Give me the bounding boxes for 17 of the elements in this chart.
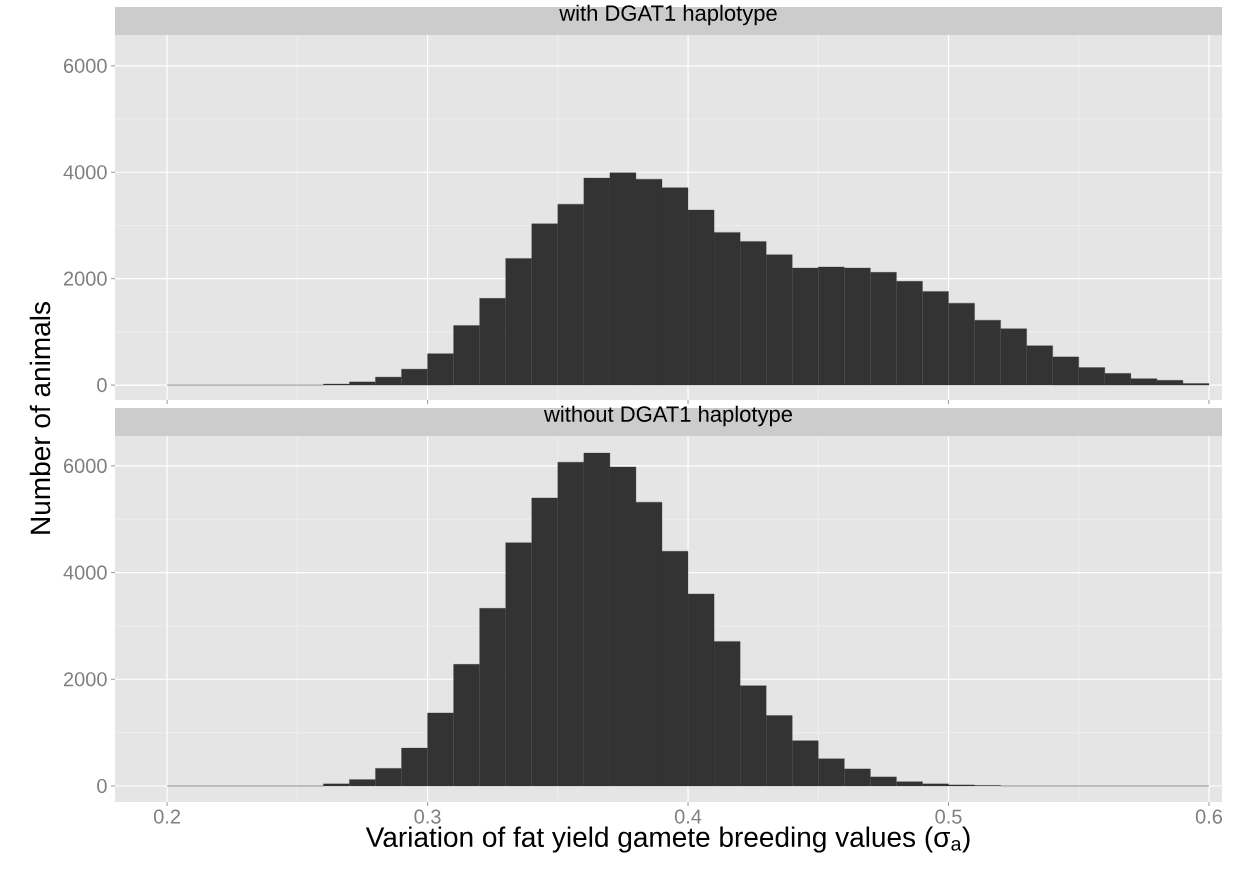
x-axis-title: Variation of fat yield gamete breeding values (σ$_{a}$) bbox=[365, 826, 970, 853]
y-tick-label: 6000 bbox=[64, 458, 107, 473]
x-tick-label: 0.4 bbox=[674, 809, 702, 824]
x-tick-label: 0.5 bbox=[935, 809, 962, 824]
chart-title: with DGAT1 haplotype bbox=[559, 4, 777, 26]
y-axis-title: Number of animals bbox=[29, 302, 51, 534]
y-tick-label: 4000 bbox=[63, 565, 107, 580]
y-tick-label: 2000 bbox=[64, 672, 107, 687]
y-tick-label: 0 bbox=[97, 378, 107, 393]
x-tick-label: 0.3 bbox=[414, 809, 441, 824]
x-tick-label: 0.2 bbox=[153, 809, 181, 824]
y-tick-label: 6000 bbox=[64, 58, 107, 73]
y-tick-label: 0 bbox=[97, 778, 107, 794]
x-tick-label: 0.6 bbox=[1195, 809, 1223, 824]
chart-title: without DGAT1 haplotype bbox=[543, 405, 793, 427]
y-tick-label: 2000 bbox=[64, 271, 107, 286]
y-tick-label: 4000 bbox=[63, 165, 107, 180]
